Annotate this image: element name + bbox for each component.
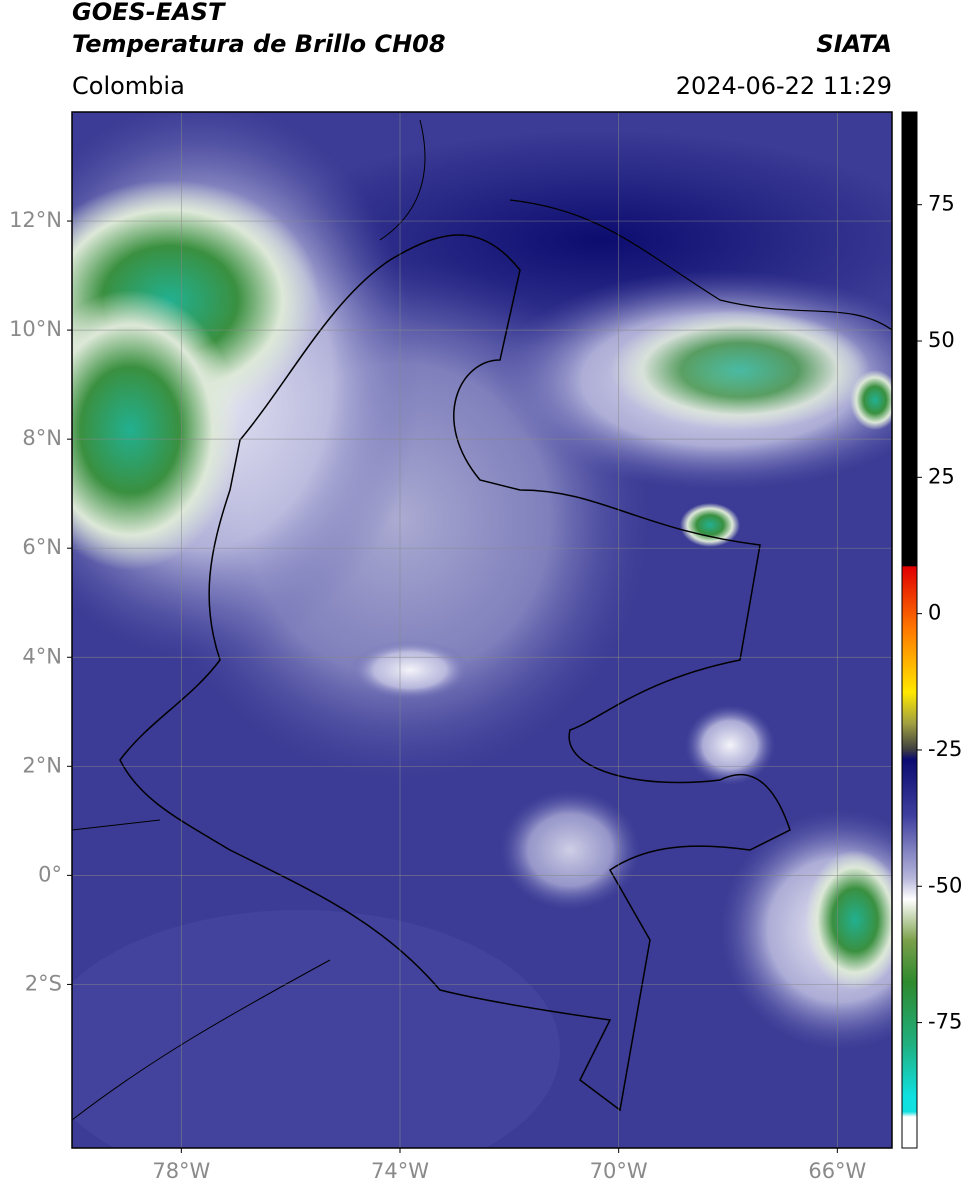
x-tick-label: 74°W [371, 1159, 429, 1183]
colorbar-tick-label: 50 [928, 328, 955, 352]
map-frame [71, 111, 893, 1149]
source-label: SIATA [816, 30, 892, 58]
satellite-image [72, 112, 892, 1148]
graticule [72, 112, 892, 1148]
y-tick-label: 6°N [22, 535, 62, 559]
colorbar-tick-label: -75 [928, 1010, 962, 1034]
product-title: Temperatura de Brillo CH08 [72, 30, 446, 58]
colorbar [901, 111, 918, 1149]
datetime-label: 2024-06-22 11:29 [676, 72, 892, 100]
colorbar-tick-label: 75 [928, 192, 955, 216]
y-tick-label: 0° [38, 862, 62, 886]
y-tick-label: 8°N [22, 426, 62, 450]
x-tick-label: 70°W [590, 1159, 648, 1183]
y-tick-label: 12°N [9, 208, 62, 232]
region-label: Colombia [72, 72, 185, 100]
y-tick-label: 2°N [22, 753, 62, 777]
satellite-title: GOES-EAST [72, 0, 226, 26]
colorbar-tick-label: -25 [928, 737, 962, 761]
y-tick-label: 4°N [22, 644, 62, 668]
y-tick-label: 2°S [25, 971, 62, 995]
colorbar-tick-label: 25 [928, 464, 955, 488]
y-tick-label: 10°N [9, 317, 62, 341]
x-tick-label: 66°W [808, 1159, 866, 1183]
x-tick-label: 78°W [152, 1159, 210, 1183]
colorbar-tick-label: 0 [928, 601, 941, 625]
colorbar-tick-label: -50 [928, 873, 962, 897]
